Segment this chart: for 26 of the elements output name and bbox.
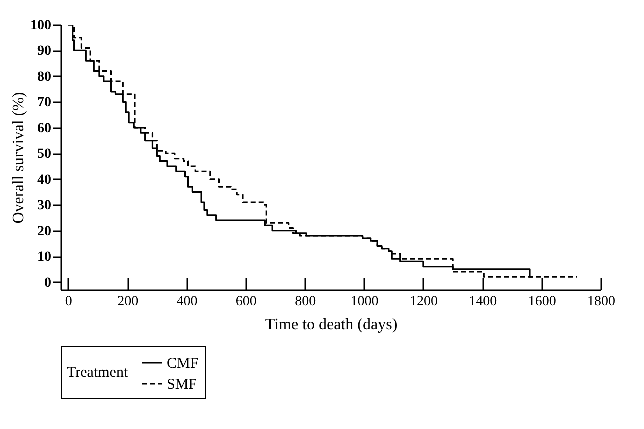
- y-tick-label: 20: [38, 224, 52, 240]
- y-tick-label: 30: [38, 198, 52, 214]
- x-tick-label: 1400: [469, 294, 498, 310]
- y-tick-label: 80: [38, 70, 52, 85]
- x-tick-label: 800: [295, 294, 316, 310]
- y-axis-title: Overall survival (%): [10, 92, 28, 224]
- y-tick-label: 10: [38, 250, 52, 266]
- x-tick-label: 600: [236, 294, 257, 310]
- x-tick-label: 1600: [528, 294, 556, 310]
- y-tick-label: 40: [38, 172, 52, 188]
- y-tick-label: 70: [38, 96, 52, 111]
- legend-label: SMF: [167, 377, 198, 393]
- x-tick-label: 1800: [588, 294, 616, 310]
- x-axis-title: Time to death (days): [265, 316, 398, 334]
- y-tick-label: 90: [38, 44, 52, 60]
- y-tick-label: 60: [38, 121, 52, 136]
- x-tick-label: 400: [176, 294, 198, 310]
- legend-title: Treatment: [67, 365, 129, 381]
- y-tick-label: 0: [44, 276, 52, 291]
- x-tick-label: 1000: [350, 294, 379, 310]
- y-tick-label: 50: [38, 147, 52, 162]
- y-tick-label: 100: [30, 18, 52, 34]
- x-tick-label: 200: [118, 294, 139, 310]
- legend-label: CMF: [167, 356, 199, 372]
- x-tick-label: 1200: [410, 294, 438, 310]
- x-tick-label: 0: [65, 294, 72, 310]
